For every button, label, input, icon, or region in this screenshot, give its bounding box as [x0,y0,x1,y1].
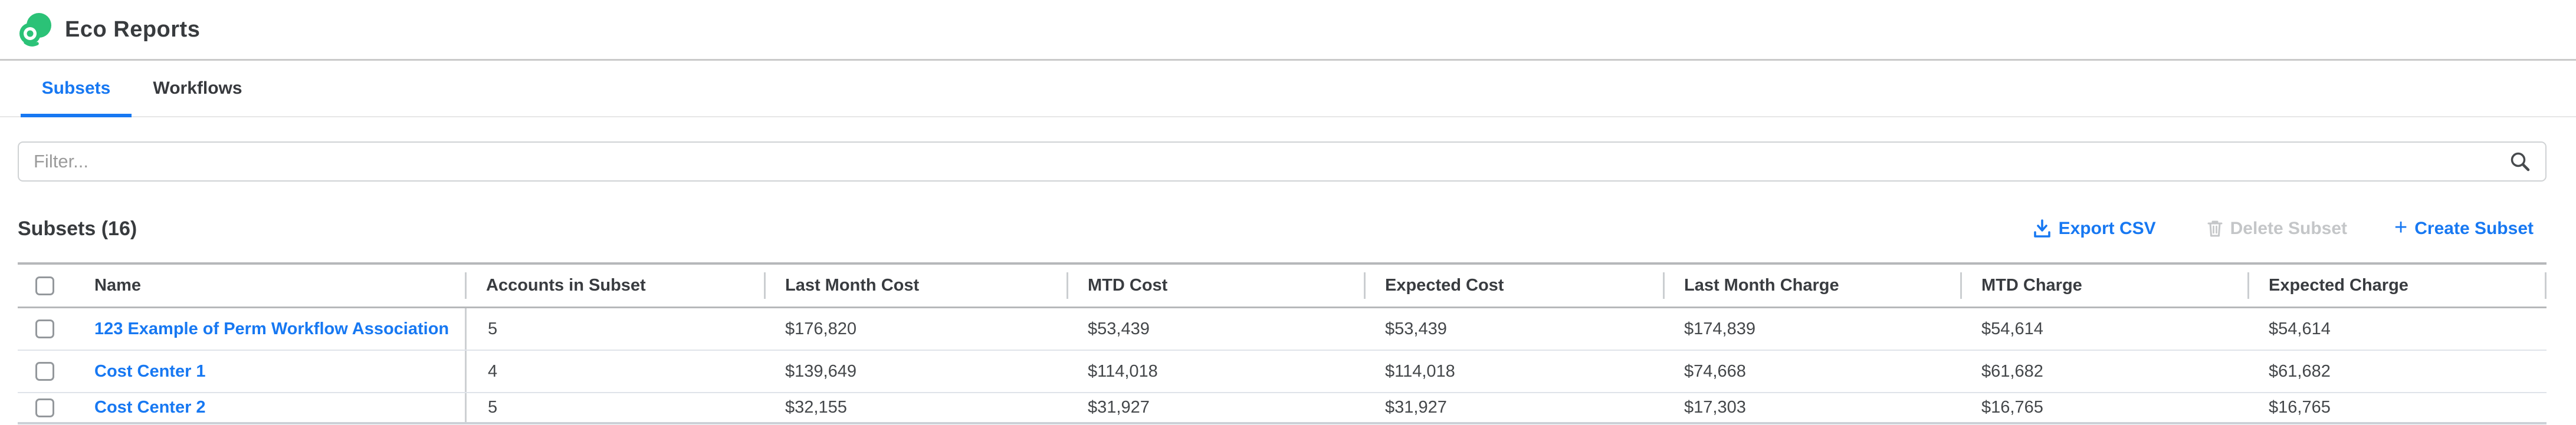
filter-input[interactable] [18,141,2547,182]
expected-cost-cell: $31,927 [1385,398,1447,417]
subset-name-link[interactable]: 123 Example of Perm Workflow Association [94,319,449,338]
mtd-cost-cell: $53,439 [1088,319,1150,338]
tab-subsets[interactable]: Subsets [21,61,132,117]
delete-subset-label: Delete Subset [2230,219,2348,238]
column-header-expected-cost[interactable]: Expected Cost [1364,265,1663,307]
accounts-cell: 4 [465,351,764,392]
table-actions: Export CSV Delete Subset + Create Subset [2033,215,2547,240]
expected-cost-cell: $114,018 [1385,361,1455,381]
mtd-charge-cell: $16,765 [1981,398,2043,417]
export-csv-label: Export CSV [2058,219,2156,238]
table-row: Cost Center 2 5 $32,155 $31,927 $31,927 … [18,393,2547,424]
tab-bar: Subsets Workflows [0,61,2576,117]
column-header-accounts[interactable]: Accounts in Subset [465,265,764,307]
row-checkbox-cell [18,308,94,350]
expected-charge-cell: $16,765 [2269,398,2331,417]
column-header-name[interactable]: Name [94,276,141,295]
tab-workflows-label: Workflows [153,78,242,98]
subset-name-link[interactable]: Cost Center 1 [94,361,206,381]
mtd-charge-cell: $54,614 [1981,319,2043,338]
section-header: Subsets (16) Export CSV [18,211,2547,246]
create-subset-label: Create Subset [2414,219,2534,238]
last-month-cost-cell: $176,820 [785,319,857,338]
last-month-charge-cell: $174,839 [1684,319,1755,338]
row-checkbox-cell [18,393,94,422]
export-csv-button[interactable]: Export CSV [2033,219,2156,239]
tab-subsets-label: Subsets [41,78,111,98]
eco-logo-icon [19,13,51,47]
table-row: 123 Example of Perm Workflow Association… [18,308,2547,351]
subset-name-cell: 123 Example of Perm Workflow Association [94,319,465,339]
mtd-cost-cell: $114,018 [1088,361,1158,381]
mtd-cost-cell: $31,927 [1088,398,1150,417]
delete-subset-button[interactable]: Delete Subset [2207,219,2347,239]
last-month-charge-cell: $17,303 [1684,398,1746,417]
expected-cost-cell: $53,439 [1385,319,1447,338]
table-header-row: Name Accounts in Subset Last Month Cost … [18,262,2547,308]
row-checkbox[interactable] [35,398,54,417]
row-checkbox-cell [18,351,94,392]
subsets-count-heading: Subsets (16) [18,217,137,240]
subset-name-cell: Cost Center 2 [94,398,465,417]
column-header-mtd-charge[interactable]: MTD Charge [1960,265,2247,307]
expected-charge-cell: $61,682 [2269,361,2331,381]
mtd-charge-cell: $61,682 [1981,361,2043,381]
plus-icon: + [2394,215,2408,240]
header-checkbox-cell [18,265,94,307]
column-header-last-month-cost[interactable]: Last Month Cost [764,265,1067,307]
app-header: Eco Reports [0,0,2576,61]
last-month-cost-cell: $32,155 [785,398,847,417]
subsets-table: Name Accounts in Subset Last Month Cost … [18,262,2547,424]
table-row: Cost Center 1 4 $139,649 $114,018 $114,0… [18,351,2547,393]
column-header-expected-charge[interactable]: Expected Charge [2247,265,2547,307]
trash-icon [2207,219,2223,238]
column-header-mtd-cost[interactable]: MTD Cost [1067,265,1364,307]
select-all-checkbox[interactable] [35,276,54,295]
subset-name-cell: Cost Center 1 [94,362,465,381]
row-checkbox[interactable] [35,362,54,381]
accounts-cell: 5 [465,308,764,350]
expected-charge-cell: $54,614 [2269,319,2331,338]
tab-workflows[interactable]: Workflows [142,61,253,116]
column-header-last-month-charge[interactable]: Last Month Charge [1663,265,1960,307]
subset-name-link[interactable]: Cost Center 2 [94,398,206,417]
main-content: Subsets (16) Export CSV [0,141,2576,424]
last-month-charge-cell: $74,668 [1684,361,1746,381]
accounts-cell: 5 [465,393,764,422]
search-icon [2511,152,2530,172]
download-icon [2033,219,2052,239]
last-month-cost-cell: $139,649 [785,361,857,381]
page-title: Eco Reports [65,17,201,42]
create-subset-button[interactable]: + Create Subset [2394,215,2534,240]
row-checkbox[interactable] [35,319,54,338]
filter-bar [18,141,2547,182]
